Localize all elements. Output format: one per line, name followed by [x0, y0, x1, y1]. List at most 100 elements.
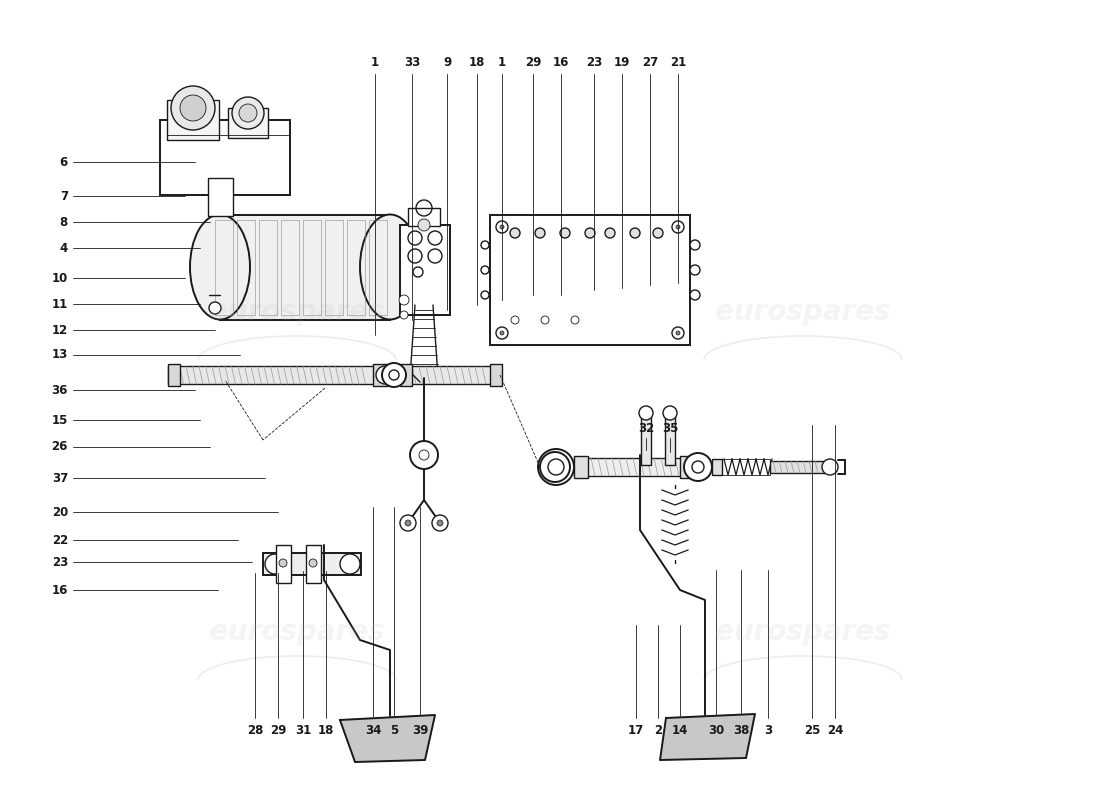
Bar — [236, 220, 255, 315]
Text: 36: 36 — [52, 383, 68, 397]
Bar — [400, 364, 412, 386]
Text: 5: 5 — [389, 723, 398, 737]
Bar — [324, 220, 343, 315]
Circle shape — [496, 221, 508, 233]
Text: 39: 39 — [411, 723, 428, 737]
Text: 23: 23 — [586, 55, 602, 69]
Text: 2: 2 — [653, 723, 662, 737]
Text: 9: 9 — [443, 55, 451, 69]
Circle shape — [209, 302, 221, 314]
Text: 34: 34 — [365, 723, 382, 737]
Bar — [346, 220, 365, 315]
Text: 21: 21 — [670, 55, 686, 69]
Circle shape — [500, 331, 504, 335]
Circle shape — [170, 86, 214, 130]
Circle shape — [822, 459, 838, 475]
Circle shape — [340, 554, 360, 574]
Polygon shape — [340, 715, 434, 762]
Text: 16: 16 — [52, 583, 68, 597]
Text: eurospares: eurospares — [715, 298, 891, 326]
Bar — [680, 456, 694, 478]
Circle shape — [672, 327, 684, 339]
Text: 23: 23 — [52, 555, 68, 569]
Circle shape — [481, 291, 490, 299]
Circle shape — [400, 311, 408, 319]
Text: 30: 30 — [708, 723, 724, 737]
Text: 16: 16 — [553, 55, 569, 69]
Text: 28: 28 — [246, 723, 263, 737]
Text: 33: 33 — [404, 55, 420, 69]
Circle shape — [663, 406, 676, 420]
Text: 1: 1 — [371, 55, 380, 69]
Text: 24: 24 — [827, 723, 844, 737]
Text: 14: 14 — [672, 723, 689, 737]
Text: 18: 18 — [469, 55, 485, 69]
Circle shape — [399, 295, 409, 305]
Text: 35: 35 — [662, 422, 679, 434]
Text: 37: 37 — [52, 471, 68, 485]
Bar — [208, 178, 233, 216]
Circle shape — [538, 449, 574, 485]
Circle shape — [432, 515, 448, 531]
Bar — [490, 364, 502, 386]
Circle shape — [548, 459, 564, 475]
Text: 8: 8 — [59, 215, 68, 229]
Text: 12: 12 — [52, 323, 68, 337]
Circle shape — [605, 228, 615, 238]
Circle shape — [690, 290, 700, 300]
Text: 1: 1 — [498, 55, 506, 69]
Text: 18: 18 — [318, 723, 334, 737]
Bar — [574, 456, 589, 478]
Text: 7: 7 — [59, 190, 68, 202]
Circle shape — [418, 219, 430, 231]
Circle shape — [309, 559, 317, 567]
Bar — [641, 415, 651, 465]
Bar — [490, 215, 690, 345]
Text: 6: 6 — [59, 155, 68, 169]
Circle shape — [510, 228, 520, 238]
Bar — [408, 208, 440, 226]
Circle shape — [630, 228, 640, 238]
Bar — [160, 120, 290, 195]
Circle shape — [653, 228, 663, 238]
Bar — [276, 545, 292, 583]
Bar — [258, 220, 277, 315]
Circle shape — [437, 520, 443, 526]
Circle shape — [400, 515, 416, 531]
Circle shape — [585, 228, 595, 238]
Text: eurospares: eurospares — [209, 298, 385, 326]
Bar — [368, 220, 387, 315]
Circle shape — [692, 461, 704, 473]
Circle shape — [684, 453, 712, 481]
Circle shape — [382, 363, 406, 387]
Text: 19: 19 — [614, 55, 630, 69]
Text: 10: 10 — [52, 271, 68, 285]
Text: 4: 4 — [59, 242, 68, 254]
Circle shape — [560, 228, 570, 238]
Circle shape — [676, 225, 680, 229]
Circle shape — [405, 520, 411, 526]
Circle shape — [676, 331, 680, 335]
Circle shape — [500, 225, 504, 229]
Circle shape — [481, 266, 490, 274]
Circle shape — [496, 327, 508, 339]
Text: 15: 15 — [52, 414, 68, 426]
Bar — [220, 215, 390, 320]
Circle shape — [239, 104, 257, 122]
Circle shape — [672, 221, 684, 233]
Bar — [770, 461, 825, 473]
Bar — [574, 458, 694, 476]
Text: 13: 13 — [52, 349, 68, 362]
Circle shape — [376, 366, 394, 384]
Bar — [400, 366, 500, 384]
Circle shape — [279, 559, 287, 567]
Circle shape — [690, 265, 700, 275]
Bar — [722, 459, 770, 475]
Text: 3: 3 — [763, 723, 772, 737]
Bar — [712, 459, 722, 475]
Circle shape — [419, 450, 429, 460]
Circle shape — [535, 228, 544, 238]
Circle shape — [410, 441, 438, 469]
Circle shape — [481, 241, 490, 249]
Ellipse shape — [190, 214, 250, 319]
